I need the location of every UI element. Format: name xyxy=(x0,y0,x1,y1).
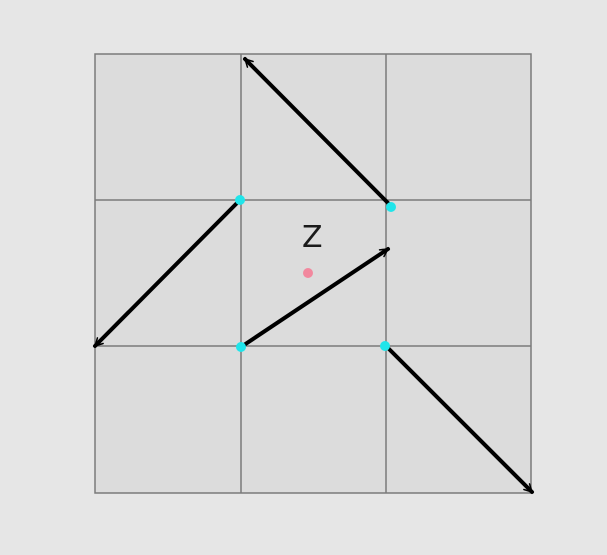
arrows xyxy=(93,57,534,494)
vertex-top-left xyxy=(235,195,245,205)
arrow-bottom-right-to-corner xyxy=(383,343,534,494)
vertex-bottom-right xyxy=(380,341,390,351)
vertex-top-right xyxy=(386,202,396,212)
center-point-label: Z xyxy=(302,220,323,255)
center-point xyxy=(303,268,313,278)
arrow-bottom-left-to-right xyxy=(239,247,390,349)
arrow-top-right-to-top xyxy=(243,57,392,207)
arrow-top-left-to-left-edge xyxy=(93,198,242,348)
vertex-bottom-left xyxy=(236,342,246,352)
vertices xyxy=(235,195,396,352)
